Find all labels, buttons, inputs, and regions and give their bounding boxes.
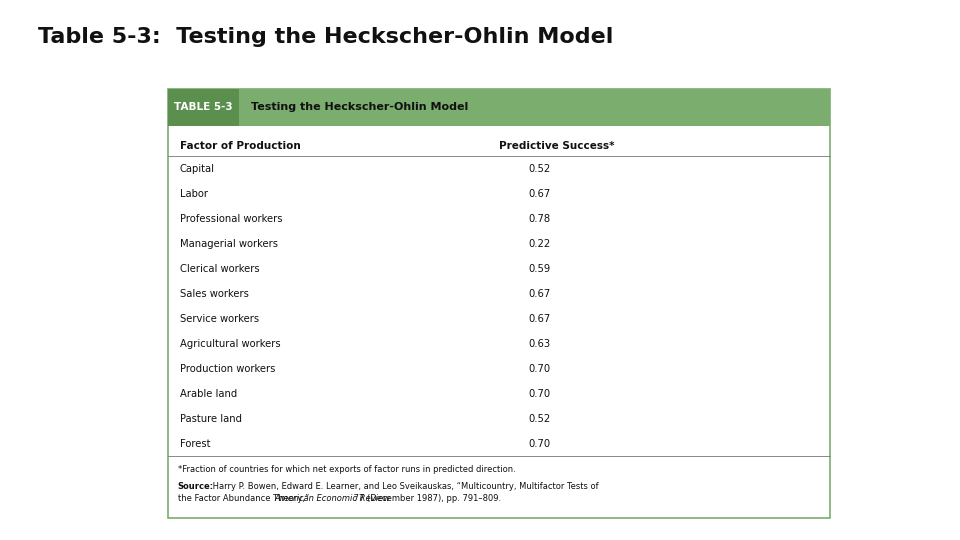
Text: Factor of Production: Factor of Production bbox=[180, 141, 300, 151]
Text: 0.63: 0.63 bbox=[528, 339, 550, 349]
Text: 0.67: 0.67 bbox=[528, 289, 550, 299]
Text: 0.78: 0.78 bbox=[528, 214, 550, 224]
Text: Harry P. Bowen, Edward E. Learner, and Leo Sveikauskas, “Multicountry, Multifact: Harry P. Bowen, Edward E. Learner, and L… bbox=[210, 482, 599, 491]
Text: *Fraction of countries for which net exports of factor runs in predicted directi: *Fraction of countries for which net exp… bbox=[178, 465, 516, 474]
Text: 0.59: 0.59 bbox=[528, 264, 550, 274]
Text: Service workers: Service workers bbox=[180, 314, 258, 323]
Text: TABLE 5-3: TABLE 5-3 bbox=[174, 103, 233, 112]
Text: Arable land: Arable land bbox=[180, 389, 237, 399]
Text: 0.67: 0.67 bbox=[528, 188, 550, 199]
Text: Managerial workers: Managerial workers bbox=[180, 239, 277, 248]
Text: Capital: Capital bbox=[180, 164, 214, 173]
Text: Predictive Success*: Predictive Success* bbox=[499, 141, 614, 151]
Text: Agricultural workers: Agricultural workers bbox=[180, 339, 280, 349]
Text: Forest: Forest bbox=[180, 439, 210, 449]
Text: Pasture land: Pasture land bbox=[180, 414, 242, 424]
Text: Professional workers: Professional workers bbox=[180, 214, 282, 224]
Text: 0.70: 0.70 bbox=[528, 389, 550, 399]
Text: Source:: Source: bbox=[178, 482, 214, 491]
Text: Table 5-3:  Testing the Heckscher-Ohlin Model: Table 5-3: Testing the Heckscher-Ohlin M… bbox=[38, 27, 613, 47]
Text: Production workers: Production workers bbox=[180, 364, 275, 374]
Text: 0.52: 0.52 bbox=[528, 414, 550, 424]
Text: American Economic Review: American Economic Review bbox=[275, 494, 390, 503]
Text: 77 (December 1987), pp. 791–809.: 77 (December 1987), pp. 791–809. bbox=[351, 494, 501, 503]
Text: Sales workers: Sales workers bbox=[180, 289, 249, 299]
Text: 0.70: 0.70 bbox=[528, 364, 550, 374]
Text: 0.67: 0.67 bbox=[528, 314, 550, 323]
Text: 0.22: 0.22 bbox=[528, 239, 550, 248]
Text: the Factor Abundance Theory,”: the Factor Abundance Theory,” bbox=[178, 494, 311, 503]
Text: 0.52: 0.52 bbox=[528, 164, 550, 173]
Text: Clerical workers: Clerical workers bbox=[180, 264, 259, 274]
Text: Testing the Heckscher-Ohlin Model: Testing the Heckscher-Ohlin Model bbox=[251, 103, 468, 112]
Text: 0.70: 0.70 bbox=[528, 439, 550, 449]
Text: Labor: Labor bbox=[180, 188, 207, 199]
